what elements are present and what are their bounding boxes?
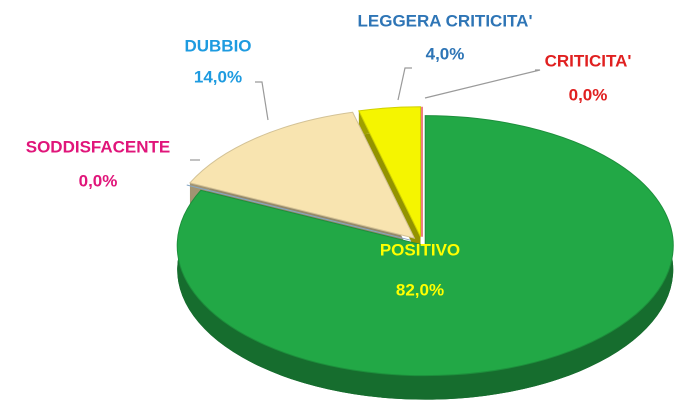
slice: [176, 115, 674, 377]
value-label: 0,0%: [79, 171, 118, 190]
category-label: DUBBIO: [184, 36, 251, 55]
labels: POSITIVO 82,0% SODDISFACENTE 0,0% DUBBIO 14,0…: [26, 11, 632, 299]
category-label: POSITIVO: [380, 240, 460, 259]
value-label: 4,0%: [426, 44, 465, 63]
slice: [189, 111, 416, 239]
leader-line: [255, 81, 269, 121]
value-label: 14,0%: [194, 67, 242, 86]
value-label: 82,0%: [396, 280, 444, 299]
category-label: CRITICITA': [545, 51, 632, 70]
leader-line: [397, 67, 412, 101]
leader-line: [424, 69, 541, 99]
category-label: LEGGERA CRITICITA': [358, 11, 533, 30]
category-label: SODDISFACENTE: [26, 137, 171, 156]
value-label: 0,0%: [569, 85, 608, 104]
slice: [358, 106, 421, 237]
pie-tops: [176, 106, 674, 377]
